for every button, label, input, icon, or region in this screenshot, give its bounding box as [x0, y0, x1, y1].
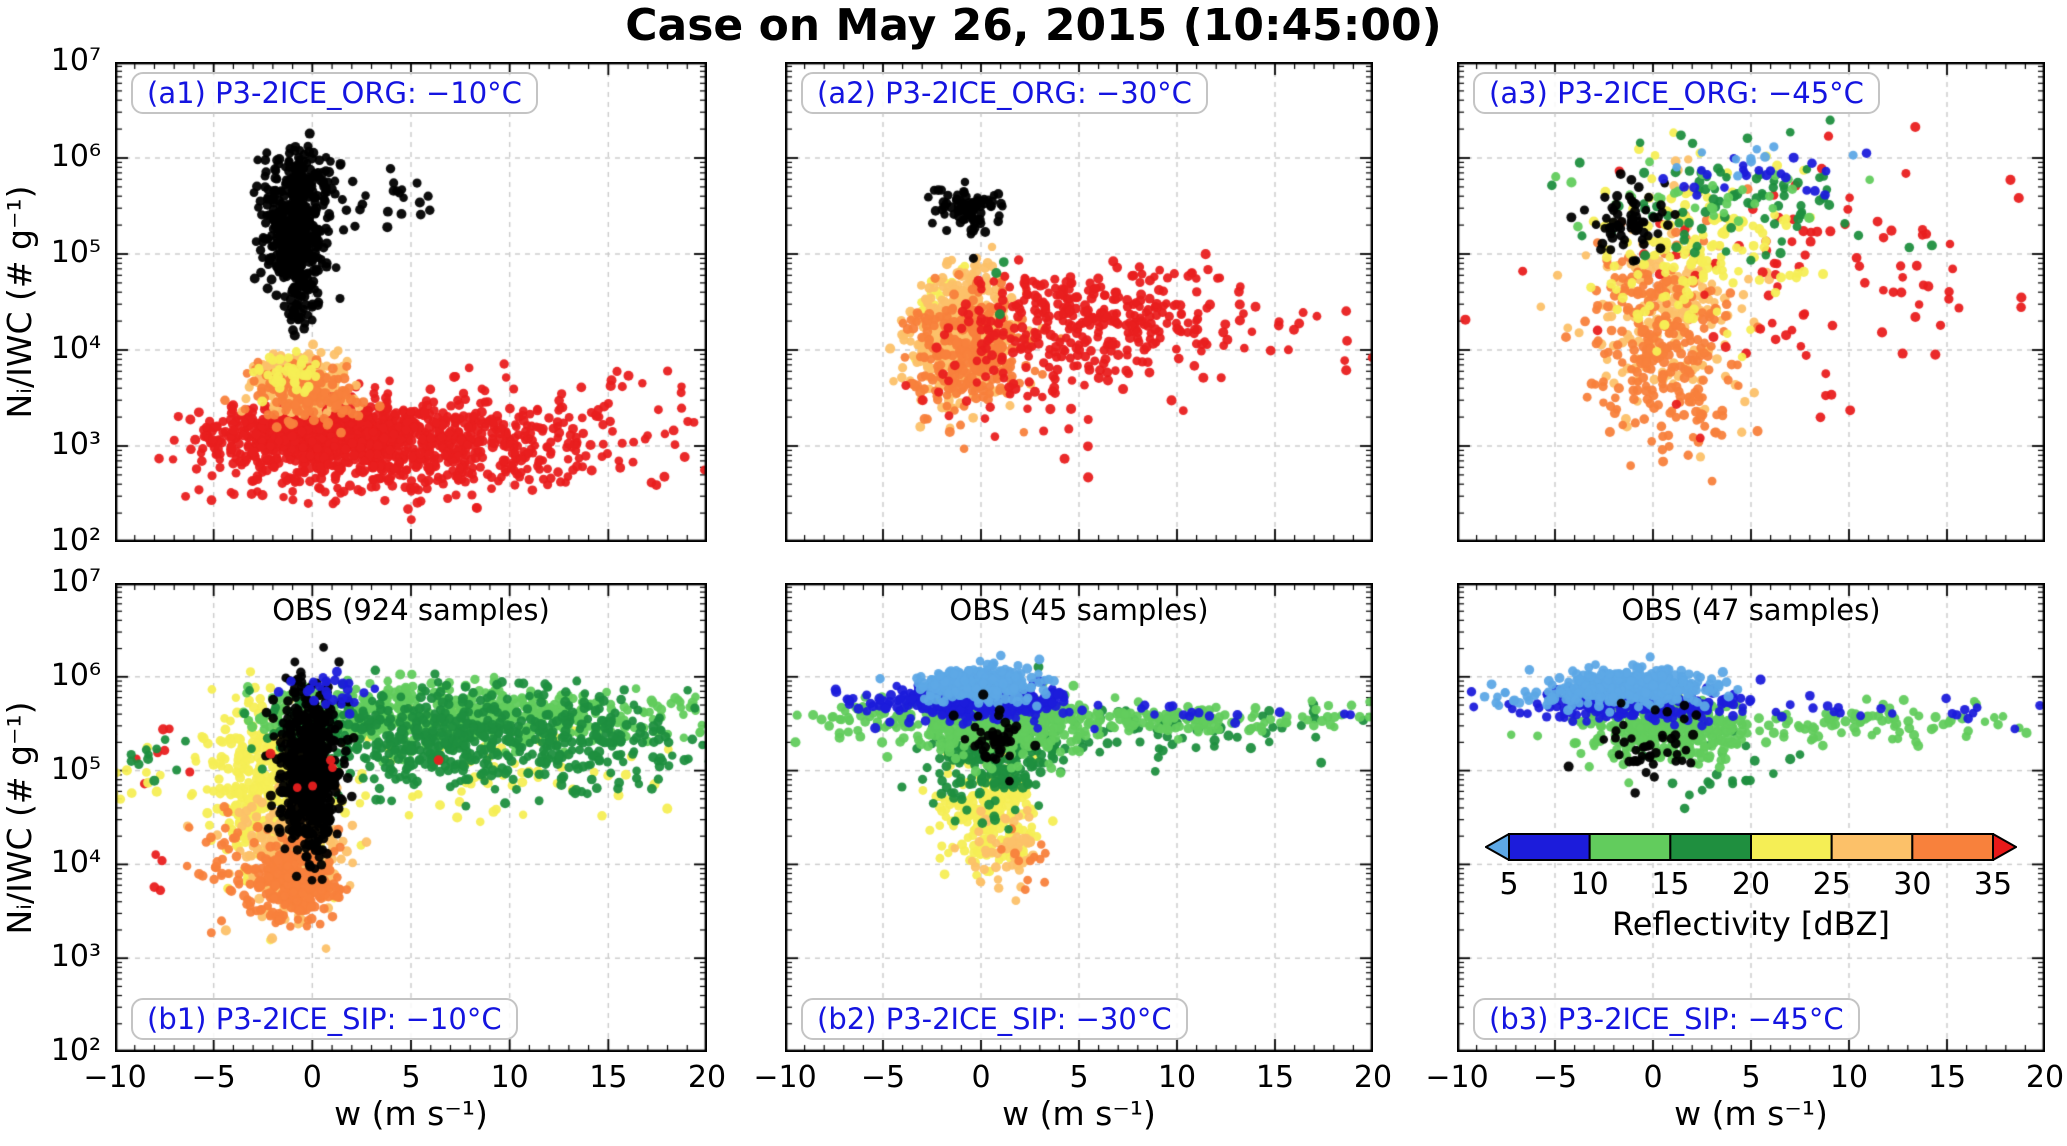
x-tick-label: 5: [1741, 1060, 1761, 1095]
colorbar-gradient: [1483, 832, 2019, 862]
panel-a3: (a3) P3-2ICE_ORG: −45°C: [1457, 62, 2045, 542]
x-tick-label: 20: [687, 1060, 727, 1095]
colorbar-tick-label: 35: [1973, 867, 2013, 902]
panel-a1-label: (a1) P3-2ICE_ORG: −10°C: [131, 72, 538, 114]
panel-a2: (a2) P3-2ICE_ORG: −30°C: [785, 62, 1373, 542]
x-tick-label: 10: [1829, 1060, 1869, 1095]
x-tick-label: −5: [860, 1060, 906, 1095]
x-tick-label: 0: [971, 1060, 991, 1095]
x-tick-label: 5: [1069, 1060, 1089, 1095]
y-tick-label: 10⁷: [50, 564, 101, 599]
y-tick-label: 10⁵: [50, 235, 101, 270]
x-tick-label: −5: [191, 1060, 236, 1095]
y-axis-label: Nᵢ/IWC (# g⁻¹): [0, 700, 39, 935]
colorbar-tick-label: 5: [1499, 867, 1519, 902]
colorbar-tick-label: 30: [1893, 867, 1932, 902]
x-axis-label: w (m s⁻¹): [334, 1094, 488, 1133]
x-tick-label: 20: [1353, 1060, 1393, 1095]
x-tick-label: 0: [1643, 1060, 1663, 1095]
x-tick-label: 10: [490, 1060, 529, 1095]
panel-a1-canvas: [115, 62, 707, 542]
y-tick-label: 10⁷: [50, 43, 101, 78]
colorbar-segment: [1588, 833, 1672, 861]
x-tick-label: 20: [2025, 1060, 2065, 1095]
y-tick-label: 10⁶: [50, 657, 101, 693]
colorbar-segment: [1508, 833, 1591, 861]
colorbar-segment: [1750, 833, 1833, 861]
panel-a3-label: (a3) P3-2ICE_ORG: −45°C: [1473, 72, 1880, 114]
x-tick-label: 15: [589, 1060, 628, 1095]
x-tick-label: 15: [1255, 1060, 1295, 1095]
panel-b3: OBS (47 samples) (b3) P3-2ICE_SIP: −45°C…: [1457, 583, 2045, 1052]
panel-b1-label: (b1) P3-2ICE_SIP: −10°C: [131, 998, 518, 1040]
colorbar-bar: [1483, 832, 2019, 865]
x-tick-label: −10: [1425, 1060, 1489, 1095]
colorbar-tick-labels: 5 10 15 20 25 30 35: [1485, 867, 2017, 903]
panel-b2-obs-count: OBS (45 samples): [949, 593, 1209, 627]
x-axis-label: w (m s⁻¹): [1674, 1094, 1828, 1133]
colorbar-segment: [1911, 833, 1995, 861]
figure-title: Case on May 26, 2015 (10:45:00): [625, 0, 1442, 51]
colorbar-segment: [1830, 833, 1914, 861]
panel-a2-canvas: [785, 62, 1373, 542]
colorbar-title: Reflectivity [dBZ]: [1612, 905, 1890, 943]
panel-a1: (a1) P3-2ICE_ORG: −10°C: [115, 62, 707, 542]
reflectivity-colorbar: 5 10 15 20 25 30 35 Reflectivity [dBZ]: [1483, 832, 2019, 943]
y-tick-label: 10³: [50, 427, 101, 462]
panel-a3-canvas: [1457, 62, 2045, 542]
y-tick-label: 10²: [50, 523, 101, 558]
panel-b3-canvas: [1457, 583, 2045, 1052]
colorbar-segment: [1669, 833, 1752, 861]
panel-b3-obs-count: OBS (47 samples): [1621, 593, 1881, 627]
x-tick-label: 15: [1927, 1060, 1967, 1095]
y-tick-label: 10⁴: [50, 331, 101, 366]
x-axis-label: w (m s⁻¹): [1002, 1094, 1156, 1133]
y-tick-label: 10⁴: [50, 845, 101, 881]
y-axis-label: Nᵢ/IWC (# g⁻¹): [0, 185, 39, 419]
panel-b1-obs-count: OBS (924 samples): [272, 593, 550, 627]
x-tick-label: 0: [302, 1060, 322, 1095]
x-tick-label: −10: [83, 1060, 147, 1095]
panel-b3-label: (b3) P3-2ICE_SIP: −45°C: [1473, 998, 1860, 1040]
y-tick-label: 10²: [50, 1033, 101, 1068]
panel-b2-label: (b2) P3-2ICE_SIP: −30°C: [801, 998, 1188, 1040]
panel-a2-label: (a2) P3-2ICE_ORG: −30°C: [801, 72, 1208, 114]
colorbar-tick-label: 15: [1651, 867, 1690, 902]
x-tick-label: −5: [1532, 1060, 1578, 1095]
y-tick-label: 10⁵: [50, 751, 101, 787]
colorbar-tick-label: 10: [1570, 867, 1609, 902]
panel-b2-canvas: [785, 583, 1373, 1052]
y-tick-label: 10³: [50, 939, 101, 975]
panel-b2: OBS (45 samples) (b2) P3-2ICE_SIP: −30°C: [785, 583, 1373, 1052]
panel-b1-canvas: [115, 583, 707, 1052]
x-tick-label: −10: [753, 1060, 817, 1095]
x-tick-label: 10: [1157, 1060, 1197, 1095]
x-tick-label: 5: [401, 1060, 421, 1095]
colorbar-tick-label: 25: [1812, 867, 1851, 902]
y-tick-label: 10⁶: [50, 139, 101, 174]
panel-b1: OBS (924 samples) (b1) P3-2ICE_SIP: −10°…: [115, 583, 707, 1052]
colorbar-tick-label: 20: [1731, 867, 1771, 902]
